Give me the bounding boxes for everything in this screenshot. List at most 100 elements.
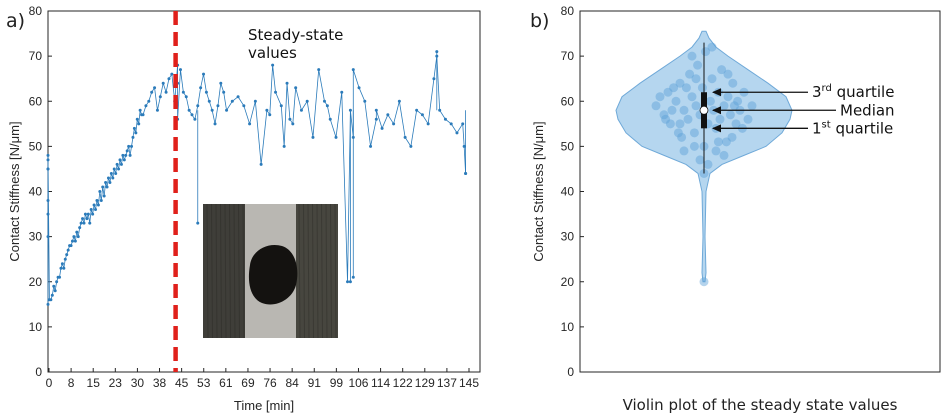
data-point [397, 99, 401, 103]
photo-grain [334, 203, 337, 339]
data-point [193, 117, 197, 121]
data-point [117, 167, 121, 171]
data-point [219, 81, 223, 85]
photo-grain [325, 203, 328, 339]
violin-point [703, 159, 713, 169]
data-point [65, 253, 69, 257]
photo-grain [220, 203, 222, 339]
data-point [141, 113, 145, 117]
photo-left-plate [203, 204, 245, 338]
violin-point [701, 47, 711, 57]
data-point [248, 122, 252, 126]
data-point [135, 117, 139, 121]
data-point [92, 203, 96, 207]
y-tick-label-a: 20 [29, 275, 43, 289]
violin-point [691, 101, 701, 111]
data-point [170, 72, 174, 76]
x-tick-label-a: 53 [197, 376, 211, 390]
y-tick-label-b: 10 [561, 320, 575, 334]
data-point [78, 226, 82, 230]
photo-grain [215, 203, 218, 339]
data-point [449, 122, 453, 126]
violin-point [705, 96, 715, 106]
violin-point [695, 155, 705, 165]
data-point [291, 122, 295, 126]
data-point [420, 113, 424, 117]
data-point [70, 239, 74, 243]
data-point [69, 244, 73, 248]
data-point [81, 217, 85, 221]
y-tick-label-a: 70 [29, 49, 43, 63]
data-point [158, 95, 162, 99]
data-point [138, 108, 142, 112]
data-point [357, 86, 361, 90]
violin-point [683, 114, 693, 124]
data-point [121, 153, 125, 157]
data-point [109, 171, 113, 175]
data-point [210, 108, 214, 112]
data-point [130, 144, 134, 148]
data-point [253, 99, 257, 103]
violin-point [719, 101, 729, 111]
data-point [106, 176, 110, 180]
inset-photo [203, 203, 338, 339]
data-point [334, 135, 338, 139]
photo-dark-spot [248, 244, 298, 305]
data-point [76, 235, 80, 239]
x-tick-label-a: 84 [285, 376, 299, 390]
violin-point [673, 128, 683, 138]
violin-point [713, 137, 723, 147]
data-point [464, 171, 468, 175]
data-point [380, 126, 384, 130]
data-point [112, 167, 116, 171]
data-point [392, 122, 396, 126]
photo-grain [321, 203, 323, 339]
data-point [225, 108, 229, 112]
y-tick-label-b: 50 [561, 139, 575, 153]
data-point [305, 99, 309, 103]
x-tick-label-a: 106 [348, 376, 368, 390]
median-marker [699, 105, 709, 115]
data-point [222, 90, 226, 94]
steady-state-annotation-line1: Steady-state [248, 26, 343, 44]
median-arrowhead [712, 106, 721, 115]
data-point [282, 144, 286, 148]
violin-point [669, 83, 679, 93]
y-tick-label-b: 70 [561, 49, 575, 63]
y-tick-label-a: 10 [29, 320, 43, 334]
data-point [124, 153, 128, 157]
photo-grain [229, 203, 231, 339]
data-point [236, 95, 240, 99]
x-tick-label-a: 129 [415, 376, 435, 390]
y-tick-label-b: 60 [561, 94, 575, 108]
data-point [114, 171, 118, 175]
x-tick-label-a: 114 [371, 376, 390, 390]
violin-point [728, 78, 738, 88]
violin-point [667, 105, 677, 115]
data-point [86, 212, 90, 216]
violin-point [711, 146, 721, 156]
data-point [66, 248, 70, 252]
photo-grain [211, 203, 213, 339]
data-point [285, 81, 289, 85]
violin-point [707, 74, 717, 84]
data-point [122, 158, 126, 162]
photo-grain [312, 203, 314, 339]
data-point [46, 167, 50, 171]
data-point [196, 104, 200, 108]
data-point [374, 117, 378, 121]
violin-point [723, 69, 733, 79]
data-point [96, 203, 100, 207]
violin-point [691, 74, 701, 84]
data-point [369, 144, 373, 148]
x-tick-label-a: 0 [46, 376, 53, 390]
data-point [132, 126, 136, 130]
data-point [435, 54, 439, 58]
data-point [72, 235, 76, 239]
data-point [274, 90, 278, 94]
violin-point [723, 92, 733, 102]
data-point [164, 90, 168, 94]
data-point [403, 135, 407, 139]
violin-point [671, 96, 681, 106]
